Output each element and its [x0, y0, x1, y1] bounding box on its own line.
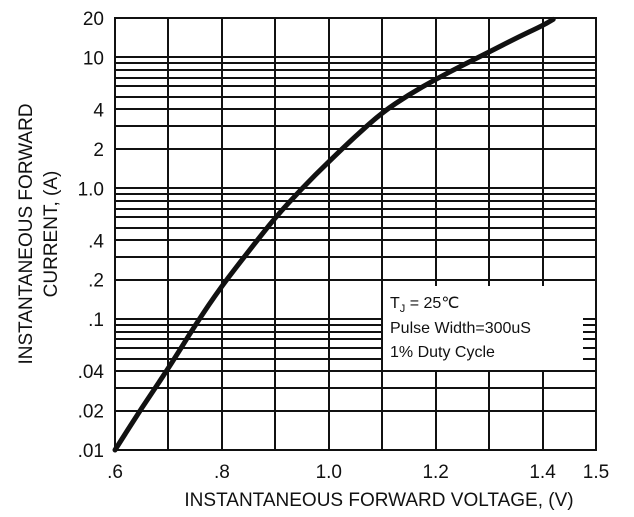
annotation-line-1-suffix: = 25℃ [405, 295, 459, 312]
y-tick-label: 4 [93, 100, 104, 121]
annotation-line-1: TJ = 25℃ [390, 295, 459, 315]
y-tick-label: .1 [88, 310, 104, 331]
x-tick-label: 1.4 [529, 462, 556, 483]
y-axis-title: INSTANTANEOUS FORWARD CURRENT, (A) [16, 103, 62, 364]
x-axis-title: INSTANTANEOUS FORWARD VOLTAGE, (V) [184, 490, 573, 511]
y-tick-label: .04 [78, 362, 105, 383]
plot-frame [114, 17, 597, 451]
grid [114, 17, 597, 451]
annotation-line-2: Pulse Width=300uS [390, 320, 531, 337]
x-tick-labels: .6 .8 1.0 1.2 1.4 1.5 [107, 462, 609, 483]
y-axis-title-line-2: CURRENT, (A) [41, 171, 62, 298]
y-tick-label: .01 [78, 441, 104, 462]
y-tick-labels: .01 .02 .04 .1 .2 .4 1.0 2 4 10 20 [78, 9, 105, 462]
y-tick-label: 2 [93, 140, 104, 161]
x-tick-label: 1.0 [316, 462, 342, 483]
x-tick-label: 1.2 [422, 462, 448, 483]
annotation-line-1-subscript: J [400, 303, 406, 315]
curve-layer [112, 16, 556, 453]
y-tick-label: .2 [88, 271, 104, 292]
x-tick-label: 1.5 [583, 462, 609, 483]
y-tick-label: .02 [78, 402, 104, 423]
annotation-line-3: 1% Duty Cycle [390, 344, 495, 361]
y-tick-label: 10 [83, 48, 104, 69]
y-tick-label: 20 [83, 9, 104, 30]
forward-current-curve [112, 16, 556, 453]
x-tick-label: .6 [107, 462, 123, 483]
annotation-line-1-prefix: T [390, 295, 400, 312]
y-tick-label: 1.0 [78, 179, 104, 200]
annotation-box [383, 286, 583, 370]
x-tick-label: .8 [214, 462, 230, 483]
y-axis-title-line-1: INSTANTANEOUS FORWARD [16, 103, 37, 364]
y-tick-label: .4 [88, 231, 104, 252]
